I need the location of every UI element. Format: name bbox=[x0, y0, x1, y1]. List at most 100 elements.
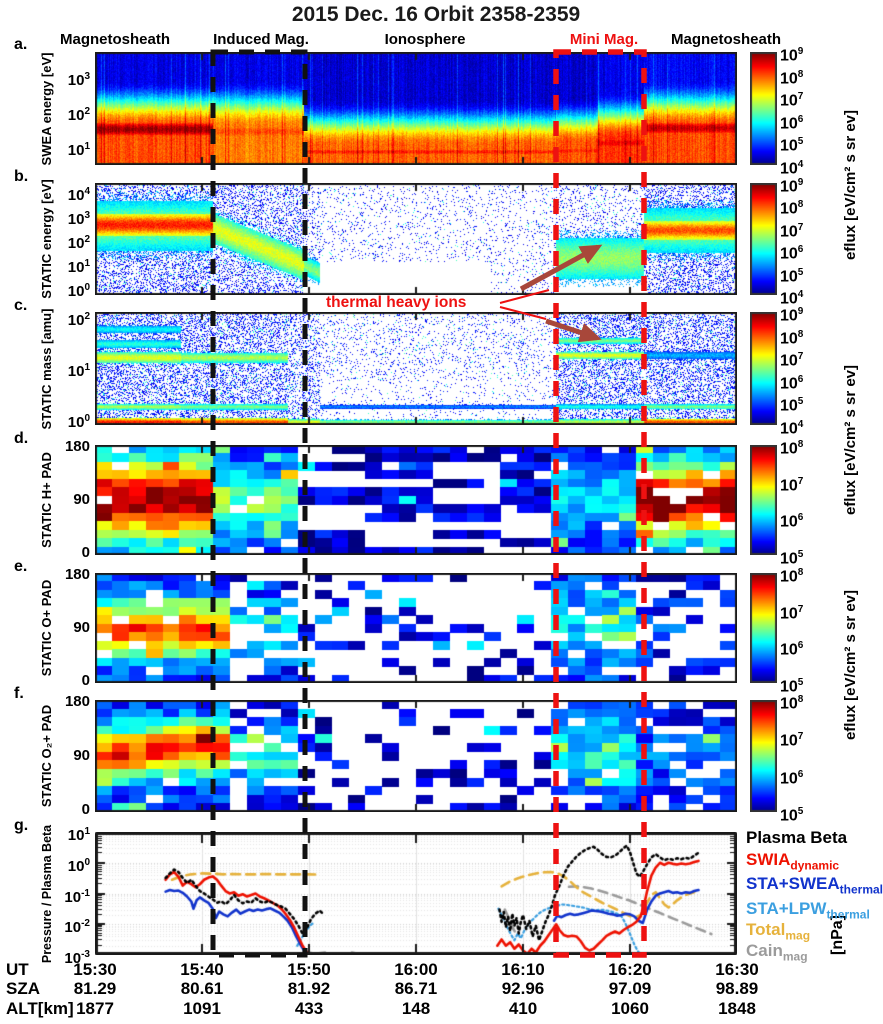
panel-d-ytick-1: 90 bbox=[73, 491, 90, 508]
legend-label: STA+SWEA bbox=[746, 874, 840, 893]
colorbar-a-tick-0: 109 bbox=[780, 46, 804, 65]
panel-d-h-plus-pad bbox=[95, 445, 737, 555]
bottom-axis-ut-5: 16:20 bbox=[608, 960, 652, 979]
bottom-axis-sza-4: 92.96 bbox=[501, 979, 545, 998]
bottom-axis-alt-6: 1848 bbox=[718, 999, 756, 1018]
colorbar-b-tick-5: 104 bbox=[780, 289, 804, 308]
panel-e-ytick-2: 0 bbox=[81, 672, 90, 689]
panel-e-o-plus-pad bbox=[95, 573, 737, 683]
legend-label: Plasma Beta bbox=[746, 828, 848, 847]
colorbar-e-tick-2: 106 bbox=[780, 640, 804, 659]
bottom-axis-sza-5: 97.09 bbox=[608, 979, 652, 998]
panel-b-ytick-4: 100 bbox=[67, 282, 90, 300]
bottom-axis-ut-0: 15:30 bbox=[73, 960, 117, 979]
legend-label: Total bbox=[746, 920, 786, 939]
legend-item-swia: SWIAdynamic bbox=[746, 850, 839, 872]
colorbar-e-tick-1: 107 bbox=[780, 604, 804, 623]
colorbar-panel-c bbox=[750, 312, 777, 425]
colorbar-panel-e bbox=[750, 573, 777, 683]
bottom-axis-ut-6: 16:30 bbox=[715, 960, 759, 979]
panel-a-swea-energy-spectrogram bbox=[95, 52, 737, 165]
legend-sublabel: thermal bbox=[839, 882, 883, 897]
bottom-axis-alt-0: 1877 bbox=[76, 999, 114, 1018]
colorbar-panel-d bbox=[750, 445, 777, 555]
colorbar-a-tick-2: 107 bbox=[780, 91, 804, 110]
panel-a-ytick-2: 101 bbox=[67, 141, 90, 159]
colorbar-b-tick-4: 105 bbox=[780, 267, 804, 286]
colorbar-c-tick-4: 105 bbox=[780, 396, 804, 415]
colorbar-d-tick-1: 107 bbox=[780, 476, 804, 495]
bottom-axis-ut-1: 15:40 bbox=[180, 960, 224, 979]
colorbar-d-tick-3: 105 bbox=[780, 549, 804, 568]
bottom-axis-sza-6: 98.89 bbox=[715, 979, 759, 998]
bottom-axis-sza-3: 86.71 bbox=[394, 979, 438, 998]
colorbar-a-tick-5: 104 bbox=[780, 159, 804, 178]
colorbar-c-tick-5: 104 bbox=[780, 419, 804, 438]
colorbar-b-tick-1: 108 bbox=[780, 199, 804, 218]
colorbar-panel-a bbox=[750, 52, 777, 165]
colorbar-d-tick-0: 108 bbox=[780, 439, 804, 458]
legend-sublabel: mag bbox=[782, 949, 808, 964]
panel-g-ytick-0: 101 bbox=[67, 826, 90, 844]
panel-c-ytick-2: 100 bbox=[67, 413, 90, 431]
bottom-axis-ut-2: 15:50 bbox=[287, 960, 331, 979]
panel-letter-a: a. bbox=[14, 36, 28, 53]
panel-a-ytick-1: 102 bbox=[67, 106, 90, 124]
panel-f-ytick-1: 90 bbox=[73, 747, 90, 764]
colorbar-a-tick-1: 108 bbox=[780, 69, 804, 88]
annotation-thermal-heavy-ions: thermal heavy ions bbox=[326, 294, 467, 311]
legend-label: SWIA bbox=[746, 850, 791, 869]
bottom-axis-alt-2: 433 bbox=[294, 999, 324, 1018]
bottom-axis-ut-4: 16:10 bbox=[501, 960, 545, 979]
colorbar-a-tick-4: 105 bbox=[780, 136, 804, 155]
panel-g-ytick-3: 10-2 bbox=[64, 918, 90, 936]
panel-letter-g: g. bbox=[14, 817, 29, 834]
colorbar-f-tick-0: 108 bbox=[780, 694, 804, 713]
panel-e-ytick-1: 90 bbox=[73, 619, 90, 636]
figure-title: 2015 Dec. 16 Orbit 2358-2359 bbox=[291, 3, 581, 26]
panel-letter-f: f. bbox=[14, 685, 24, 702]
region-label-1: Induced Mag. bbox=[213, 31, 309, 48]
colorbar-c-tick-0: 109 bbox=[780, 306, 804, 325]
panel-letter-b: b. bbox=[14, 168, 29, 185]
bottom-axis-sza-2: 81.92 bbox=[287, 979, 331, 998]
legend-item-sta-lpw: STA+LPWthermal bbox=[746, 899, 870, 921]
region-label-2: Ionosphere bbox=[384, 31, 466, 48]
panel-c-static-mass-spectrogram bbox=[95, 312, 737, 425]
panel-b-ytick-3: 101 bbox=[67, 258, 90, 276]
panel-b-ytick-1: 103 bbox=[67, 210, 90, 228]
colorbar-c-tick-2: 107 bbox=[780, 351, 804, 370]
colorbar-c-tick-1: 108 bbox=[780, 329, 804, 348]
legend-sublabel: mag bbox=[785, 928, 811, 943]
legend-item-plasma-beta: Plasma Beta bbox=[746, 828, 847, 848]
panel-f-ytick-2: 0 bbox=[81, 801, 90, 818]
colorbar-b-tick-0: 109 bbox=[780, 177, 804, 196]
panel-letter-c: c. bbox=[14, 297, 28, 314]
region-label-0: Magnetosheath bbox=[59, 31, 170, 48]
bottom-axis-sza-1: 80.61 bbox=[180, 979, 224, 998]
colorbar-c-tick-3: 106 bbox=[780, 374, 804, 393]
colorbar-e-tick-3: 105 bbox=[780, 677, 804, 696]
bottom-axis-header-sza: SZA bbox=[6, 979, 40, 998]
panel-c-ytick-0: 102 bbox=[67, 311, 90, 329]
panel-a-ytick-0: 103 bbox=[67, 71, 90, 89]
colorbar-b-tick-2: 107 bbox=[780, 222, 804, 241]
panel-d-ytick-0: 180 bbox=[64, 438, 90, 455]
bottom-axis-ut-3: 16:00 bbox=[394, 960, 438, 979]
bottom-axis-header-ut: UT bbox=[6, 960, 29, 979]
colorbar-f-tick-3: 105 bbox=[780, 806, 804, 825]
bottom-axis-header-alt: ALT[km] bbox=[6, 999, 74, 1018]
region-label-4: Magnetosheath bbox=[670, 31, 781, 48]
panel-b-ytick-0: 104 bbox=[67, 186, 90, 204]
panel-c-ytick-1: 101 bbox=[67, 362, 90, 380]
legend-sublabel: dynamic bbox=[790, 858, 840, 873]
legend-item-sta-swea: STA+SWEAthermal bbox=[746, 874, 883, 896]
legend-sublabel: thermal bbox=[826, 907, 870, 922]
panel-g-pressure-plasma-beta-plot bbox=[95, 832, 737, 955]
panel-d-ytick-2: 0 bbox=[81, 544, 90, 561]
colorbar-f-tick-1: 107 bbox=[780, 731, 804, 750]
panel-f-o2-plus-pad bbox=[95, 700, 737, 812]
panel-g-ytick-2: 10-1 bbox=[64, 888, 90, 906]
legend-label: Cain bbox=[746, 941, 783, 960]
